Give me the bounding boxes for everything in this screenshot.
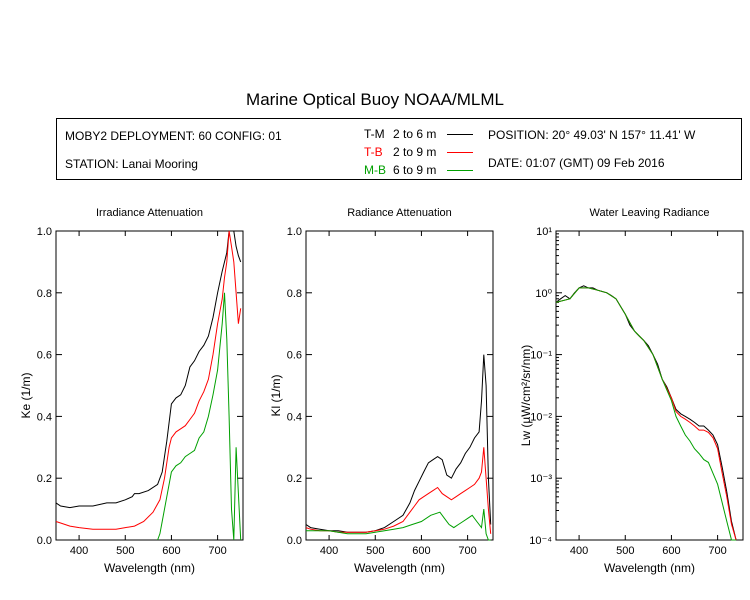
legend-range-mb: 6 to 9 m — [393, 163, 437, 177]
y-tick-label: 0.2 — [287, 473, 302, 485]
series-line-t-m-1 — [55, 230, 242, 509]
y-tick-label: 1.0 — [37, 226, 52, 238]
x-tick-label: 400 — [70, 545, 88, 557]
x-tick-label: 400 — [570, 545, 588, 557]
info-box: MOBY2 DEPLOYMENT: 60 CONFIG: 01 STATION:… — [56, 118, 742, 180]
x-tick-label: 500 — [116, 545, 134, 557]
x-tick-label: 700 — [208, 545, 226, 557]
date-label: DATE: 01:07 (GMT) 09 Feb 2016 — [488, 156, 665, 170]
y-tick-label: 0.6 — [287, 350, 302, 362]
legend-code-mb: M-B — [364, 163, 386, 177]
chart-title-3: Water Leaving Radiance — [589, 207, 709, 219]
legend-range-tm: 2 to 6 m — [393, 127, 437, 141]
legend-line-tb — [447, 152, 473, 153]
y-tick-label: 10⁻² — [530, 411, 552, 423]
series-line-t-b-3 — [555, 287, 737, 541]
y-tick-label: 0.4 — [37, 411, 52, 423]
chart-title-1: Irradiance Attenuation — [96, 207, 203, 219]
series-line-m-b-3 — [555, 287, 737, 541]
series-line-t-m-2 — [305, 354, 492, 533]
y-tick-label: 1.0 — [287, 226, 302, 238]
legend-range-tb: 2 to 9 m — [393, 145, 437, 159]
x-tick-label: 700 — [458, 545, 476, 557]
plot-frame-1 — [55, 230, 244, 541]
station-label: STATION: Lanai Mooring — [65, 157, 198, 171]
y-axis-label-2: Kl (1/m) — [269, 374, 283, 416]
x-axis-label-2: Wavelength (nm) — [354, 561, 445, 575]
x-tick-label: 600 — [162, 545, 180, 557]
x-axis-label-1: Wavelength (nm) — [104, 561, 195, 575]
y-tick-label: 10⁻³ — [530, 473, 552, 485]
y-tick-label: 0.0 — [37, 535, 52, 547]
y-tick-label: 0.2 — [37, 473, 52, 485]
y-tick-label: 10⁻⁴ — [529, 535, 552, 547]
x-tick-label: 600 — [662, 545, 680, 557]
y-tick-label: 10⁻¹ — [530, 350, 552, 362]
x-tick-label: 500 — [366, 545, 384, 557]
y-tick-label: 0.0 — [287, 535, 302, 547]
series-line-m-b-2 — [306, 509, 491, 541]
y-tick-label: 0.8 — [37, 288, 52, 300]
x-axis-label-3: Wavelength (nm) — [604, 561, 695, 575]
y-tick-label: 0.6 — [37, 350, 52, 362]
x-tick-label: 500 — [616, 545, 634, 557]
legend-line-tm — [447, 134, 473, 135]
plot-frame-2 — [305, 230, 494, 541]
series-line-t-b-1 — [55, 230, 242, 530]
legend-code-tb: T-B — [364, 145, 383, 159]
y-tick-label: 10⁰ — [535, 288, 552, 300]
legend-code-tm: T-M — [364, 127, 385, 141]
y-tick-label: 0.4 — [287, 411, 302, 423]
y-axis-label-3: Lw (µW/cm²/sr/nm) — [519, 345, 533, 447]
y-axis-label-1: Ke (1/m) — [19, 372, 33, 418]
y-tick-label: 0.8 — [287, 288, 302, 300]
x-tick-label: 700 — [708, 545, 726, 557]
chart-title-2: Radiance Attenuation — [347, 207, 452, 219]
series-line-t-b-2 — [305, 447, 492, 534]
page-title: Marine Optical Buoy NOAA/MLML — [246, 90, 504, 109]
plot-frame-3 — [555, 230, 744, 541]
x-tick-label: 600 — [412, 545, 430, 557]
position-label: POSITION: 20° 49.03' N 157° 11.41' W — [488, 128, 696, 142]
deployment-label: MOBY2 DEPLOYMENT: 60 CONFIG: 01 — [65, 129, 282, 143]
series-line-t-m-3 — [555, 285, 739, 541]
series-line-m-b-1 — [157, 292, 242, 541]
y-tick-label: 10¹ — [536, 226, 552, 238]
x-tick-label: 400 — [320, 545, 338, 557]
legend-line-mb — [447, 170, 473, 171]
